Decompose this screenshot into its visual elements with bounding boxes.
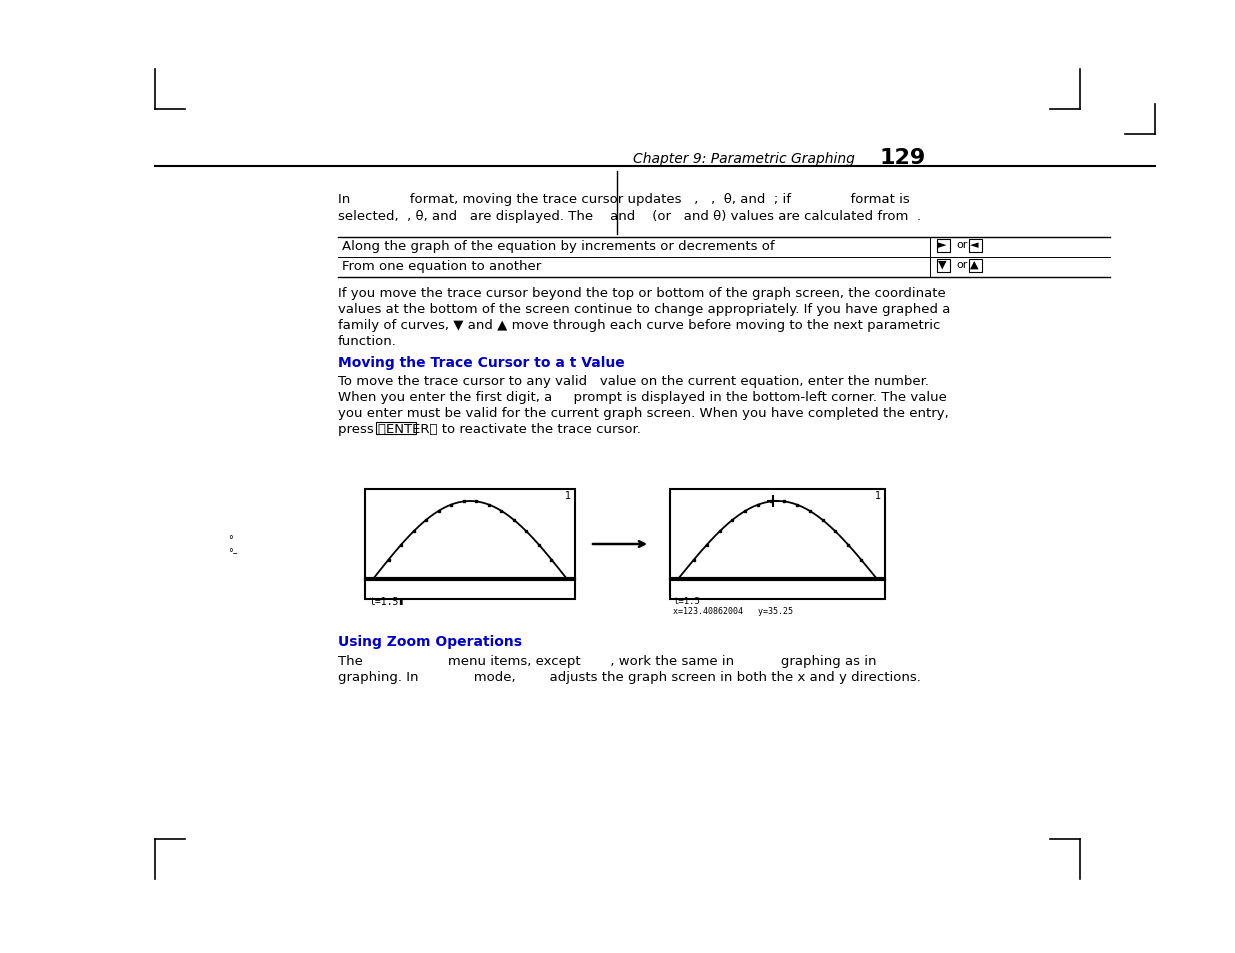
Text: values at the bottom of the screen continue to change appropriately. If you have: values at the bottom of the screen conti… [338,303,951,315]
Text: The                    menu items, except       , work the same in           gra: The menu items, except , work the same i… [338,655,877,667]
Text: or: or [956,240,967,250]
Text: graphing. In             mode,        adjusts the graph screen in both the x and: graphing. In mode, adjusts the graph scr… [338,670,921,683]
Text: Using Zoom Operations: Using Zoom Operations [338,635,522,648]
Text: ◄: ◄ [969,240,978,250]
Bar [937,240,950,253]
Text: Moving the Trace Cursor to a t Value: Moving the Trace Cursor to a t Value [338,355,625,370]
Text: or: or [956,260,967,270]
Text: press ⎋ENTER⎌ to reactivate the trace cursor.: press ⎋ENTER⎌ to reactivate the trace cu… [338,422,641,436]
Text: ▲: ▲ [969,260,978,270]
Text: you enter must be valid for the current graph screen. When you have completed th: you enter must be valid for the current … [338,407,948,419]
Text: If you move the trace cursor beyond the top or bottom of the graph screen, the c: If you move the trace cursor beyond the … [338,287,946,299]
Bar [671,490,885,599]
Bar [375,422,416,435]
Text: In              format, moving the trace cursor updates   ,   ,  θ, and  ; if   : In format, moving the trace cursor updat… [338,193,910,206]
Text: t=1.5: t=1.5 [673,597,700,605]
Text: family of curves, ▼ and ▲ move through each curve before moving to the next para: family of curves, ▼ and ▲ move through e… [338,318,940,332]
Text: To move the trace cursor to any valid   value on the current equation, enter the: To move the trace cursor to any valid va… [338,375,929,388]
Bar [366,490,576,599]
Text: selected,  , θ, and   are displayed. The    and    (or   and θ) values are calcu: selected, , θ, and are displayed. The an… [338,210,921,223]
Text: °–: °– [228,547,237,558]
Text: t=1.5▮: t=1.5▮ [369,597,404,606]
Bar [969,240,982,253]
Text: ►: ► [939,240,946,250]
Text: When you enter the first digit, a     prompt is displayed in the bottom-left cor: When you enter the first digit, a prompt… [338,391,947,403]
Text: 129: 129 [881,148,926,168]
Bar [969,260,982,273]
Text: From one equation to another: From one equation to another [342,260,541,273]
Text: 1: 1 [874,491,881,500]
Text: Chapter 9: Parametric Graphing: Chapter 9: Parametric Graphing [634,152,855,166]
Text: function.: function. [338,335,396,348]
Text: Along the graph of the equation by increments or decrements of: Along the graph of the equation by incre… [342,240,774,253]
Text: 1: 1 [564,491,571,500]
Bar [937,260,950,273]
Text: °: ° [228,535,232,544]
Text: ▼: ▼ [939,260,946,270]
Text: x=123.40862004   y=35.25: x=123.40862004 y=35.25 [673,606,793,616]
